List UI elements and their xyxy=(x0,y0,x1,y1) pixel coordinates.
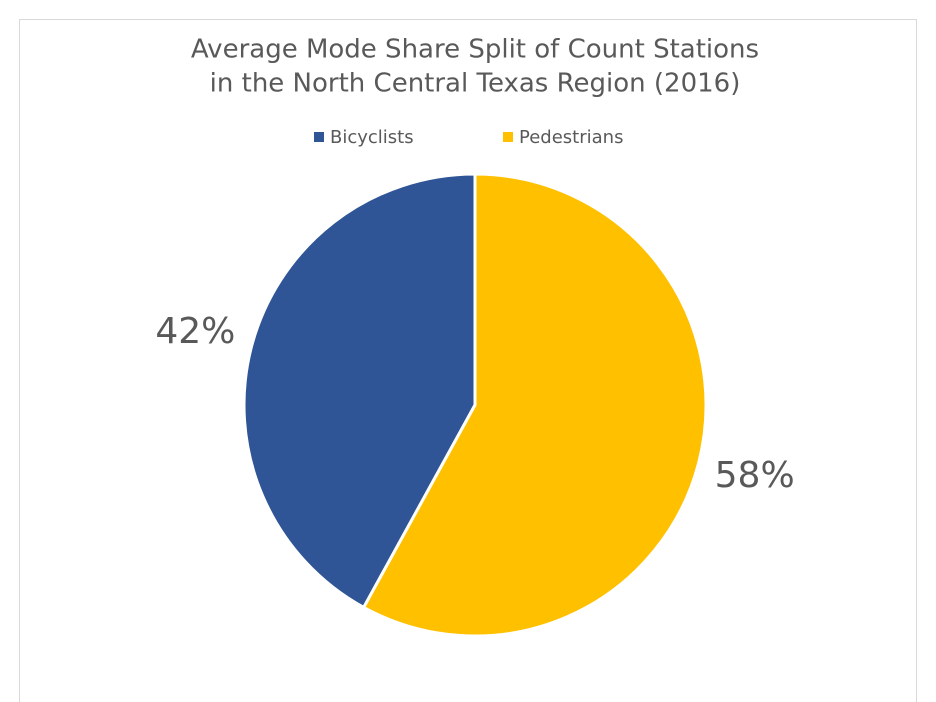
pie-slice xyxy=(242,172,477,610)
legend-swatch xyxy=(314,132,324,142)
legend-swatch xyxy=(503,132,513,142)
legend-label: Pedestrians xyxy=(519,127,623,148)
data-label: 42% xyxy=(155,311,235,352)
pie-slice xyxy=(361,172,708,638)
legend-label: Bicyclists xyxy=(330,127,414,148)
data-label: 58% xyxy=(715,455,795,496)
chart-title: Average Mode Share Split of Count Statio… xyxy=(191,35,759,65)
chart-title: in the North Central Texas Region (2016) xyxy=(210,69,741,99)
